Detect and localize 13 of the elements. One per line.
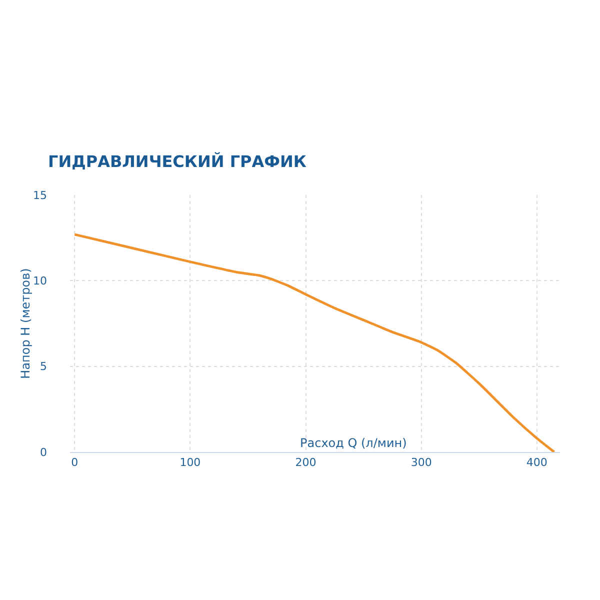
x-tick-label: 300 — [410, 456, 432, 470]
y-tick-label: 15 — [33, 188, 47, 202]
x-tick-label: 400 — [526, 456, 548, 470]
chart-title: ГИДРАВЛИЧЕСКИЙ ГРАФИК — [48, 152, 306, 172]
x-tick-label: 0 — [71, 456, 78, 470]
y-tick-label: 0 — [40, 446, 47, 459]
line-series — [73, 233, 556, 452]
x-tick-label: 100 — [180, 456, 201, 470]
y-tick-label: 5 — [40, 360, 47, 374]
x-axis-title: Расход Q (л/мин) — [300, 436, 407, 450]
y-tick-label: 10 — [33, 274, 47, 288]
y-axis-title: Напор H (метров) — [18, 268, 32, 379]
x-tick-label: 200 — [295, 456, 316, 470]
